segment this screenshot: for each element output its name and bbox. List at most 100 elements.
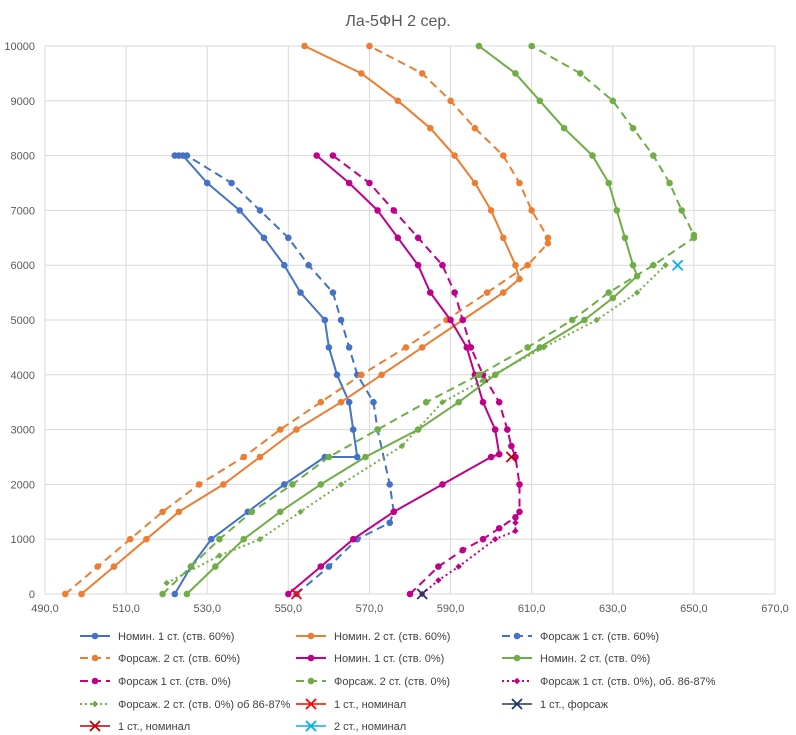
legend-item: 2 ст., номинал (296, 720, 406, 733)
y-tick-label: 5000 (11, 315, 35, 327)
data-point (528, 42, 535, 50)
data-point (495, 398, 503, 406)
data-point (528, 207, 535, 214)
series-2 (78, 42, 523, 598)
data-point (126, 535, 134, 543)
data-point (589, 152, 596, 159)
data-point (349, 535, 357, 543)
data-point (175, 152, 183, 159)
data-point (516, 481, 523, 488)
data-point (426, 124, 434, 132)
data-point (240, 453, 248, 461)
legend-label: Форсаж. 2 ст. (ств. 0%) (334, 676, 450, 688)
data-point (175, 508, 183, 516)
data-point (487, 207, 495, 214)
data-point (325, 453, 333, 461)
data-point (256, 207, 264, 214)
data-point (504, 426, 511, 433)
data-point (475, 42, 483, 50)
data-point (439, 399, 446, 406)
data-point (260, 234, 268, 242)
data-point (613, 207, 621, 214)
data-point (337, 398, 345, 406)
series-10 (163, 262, 669, 587)
legend-item: Форсаж. 2 ст. (ств. 0%) об 86-87% (80, 699, 291, 711)
y-tick-label: 7000 (11, 205, 35, 217)
legend-item: 1 ст., номинал (296, 698, 406, 711)
x-tick-label: 670,0 (761, 603, 789, 615)
data-point (455, 563, 462, 570)
data-point (325, 563, 333, 570)
legend-marker (513, 632, 521, 640)
x-tick-label: 510,0 (112, 603, 140, 615)
data-point (183, 152, 191, 159)
data-point (61, 590, 69, 598)
data-point (276, 426, 284, 433)
series-line (178, 154, 395, 595)
data-point (629, 261, 637, 269)
data-point (317, 398, 325, 406)
data-point (374, 426, 381, 433)
data-point (524, 344, 531, 351)
data-point (451, 152, 458, 159)
data-point (163, 579, 170, 587)
data-point (467, 344, 475, 351)
data-point (416, 588, 428, 600)
data-point (236, 207, 243, 214)
series-6 (183, 42, 641, 598)
data-point (220, 481, 227, 488)
data-point (212, 563, 219, 570)
y-tick-label: 1000 (11, 534, 35, 546)
series-line (421, 522, 517, 595)
legend-label: 1 ст., номинал (334, 699, 406, 711)
data-point (568, 316, 576, 324)
data-point (577, 70, 584, 77)
data-point (435, 577, 442, 584)
y-tick-label: 9000 (11, 96, 35, 108)
data-point (240, 535, 248, 543)
data-point (678, 207, 686, 214)
data-point (159, 590, 166, 598)
legend-marker (305, 720, 317, 732)
data-point (516, 275, 523, 283)
data-point (459, 546, 467, 554)
x-tick-label: 650,0 (680, 603, 708, 615)
data-point (540, 344, 548, 351)
data-point (666, 179, 673, 187)
data-point (195, 481, 203, 488)
data-point (256, 536, 264, 543)
data-point (439, 481, 446, 488)
series-7 (329, 152, 523, 598)
data-point (349, 426, 357, 433)
legend-label: Форсаж. 2 ст. (ств. 0%) об 86-87% (118, 699, 291, 711)
data-point (544, 239, 552, 247)
data-point (479, 398, 487, 406)
legend-marker (513, 677, 521, 685)
data-point (505, 451, 518, 463)
data-point (544, 234, 552, 242)
data-point (366, 179, 373, 187)
axes: 490,0 510,0 530,0 550,0 570,0 590,0 610,0 630,0… (4, 41, 788, 615)
legend-label: Номин. 2 ст. (ств. 60%) (334, 631, 450, 643)
data-point (345, 398, 353, 406)
data-point (402, 344, 410, 351)
legend-label: Форсаж. 2 ст. (ств. 60%) (118, 653, 240, 665)
data-point (370, 398, 377, 406)
legend-label: Форсаж 1 ст. (ств. 60%) (540, 631, 659, 643)
data-point (471, 124, 479, 132)
x-tick-label: 570,0 (356, 603, 384, 615)
data-point (280, 261, 288, 269)
legend-marker (91, 677, 99, 685)
series-4 (61, 42, 552, 598)
data-point (471, 179, 479, 187)
data-point (378, 371, 385, 379)
data-point (495, 450, 503, 458)
data-point (483, 289, 491, 296)
data-point (650, 152, 657, 159)
legend-marker (89, 720, 101, 732)
y-tick-label: 6000 (11, 260, 35, 272)
series-14 (672, 259, 684, 271)
legend-item: 1 ст., номинал (80, 720, 190, 733)
data-point (374, 207, 381, 214)
